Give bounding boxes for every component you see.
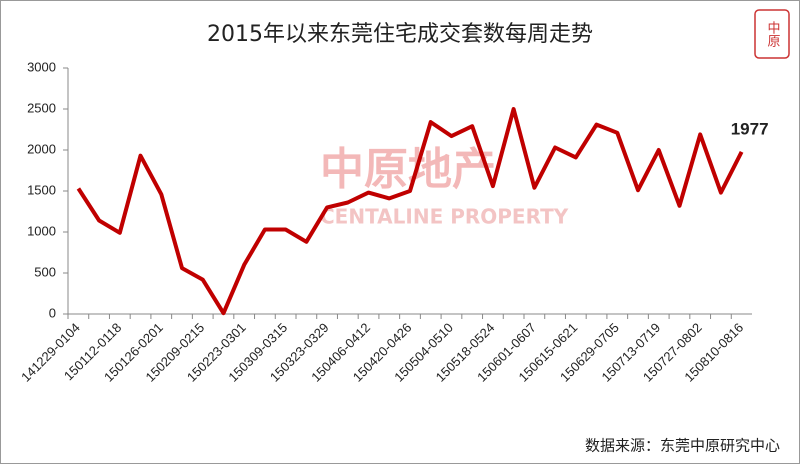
watermark-sub: CENTALINE PROPERTY	[320, 205, 569, 229]
logo-frame	[754, 9, 790, 59]
y-tick-label: 2500	[27, 100, 56, 115]
chart-title: 2015年以来东莞住宅成交套数每周走势	[207, 22, 593, 47]
y-tick-label: 0	[49, 305, 56, 320]
y-tick-label: 500	[34, 264, 56, 279]
data-label: 1977	[731, 119, 769, 138]
source: 数据来源：东莞中原研究中心	[585, 437, 780, 455]
y-tick-label: 3000	[27, 59, 56, 74]
line	[76, 107, 744, 316]
watermark: 中原地产	[320, 144, 496, 195]
y-tick-label: 1000	[27, 223, 56, 238]
y-tick-label: 2000	[27, 141, 56, 156]
logo: 中原	[765, 21, 781, 47]
y-tick-label: 1500	[27, 182, 56, 197]
